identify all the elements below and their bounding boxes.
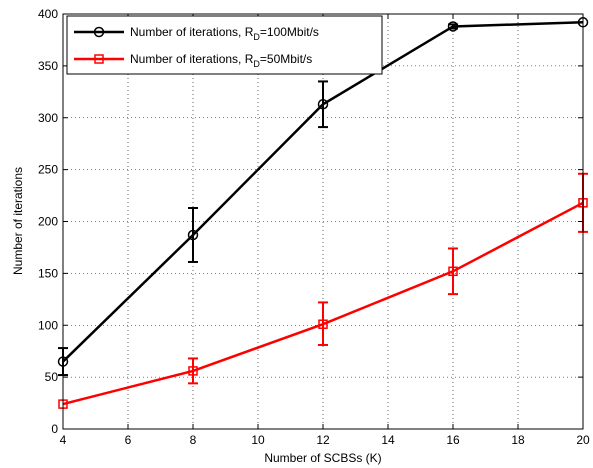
x-tick-label: 8 (190, 433, 197, 447)
legend-label-50-tail: =50Mbit/s (260, 52, 312, 66)
data-point (317, 99, 329, 110)
x-tick-label: 18 (511, 433, 525, 447)
x-tick-label: 12 (316, 433, 330, 447)
y-axis-label: Number of iterations (11, 167, 25, 275)
y-tick-label: 250 (38, 163, 58, 177)
x-tick-label: 16 (446, 433, 460, 447)
x-tick-label: 20 (576, 433, 590, 447)
legend-label-100-main: Number of iterations, R (130, 25, 254, 39)
y-tick-label: 100 (38, 318, 58, 332)
y-tick-label: 300 (38, 111, 58, 125)
legend-circle-marker-icon (93, 26, 105, 38)
x-axis-label: Number of SCBSs (K) (264, 451, 381, 465)
legend: Number of iterations, RD=100Mbit/s Numbe… (66, 15, 383, 75)
x-tick-label: 10 (251, 433, 265, 447)
legend-box (66, 15, 383, 75)
data-point (187, 229, 199, 241)
legend-label-50-sub: D (253, 59, 260, 69)
y-tick-label: 150 (38, 266, 58, 280)
legend-label-50-main: Number of iterations, R (130, 52, 254, 66)
y-tick-label: 400 (38, 7, 58, 21)
y-tick-label: 0 (51, 422, 58, 436)
legend-label-100: Number of iterations, RD=100Mbit/s (130, 25, 319, 42)
x-tick-label: 6 (125, 433, 132, 447)
data-point (188, 366, 198, 376)
y-tick-label: 200 (38, 215, 58, 229)
data-point (448, 266, 458, 277)
y-tick-label: 350 (38, 59, 58, 73)
data-point (318, 319, 328, 329)
legend-label-100-tail: =100Mbit/s (260, 25, 319, 39)
data-point (447, 21, 459, 32)
y-tick-label: 50 (45, 370, 59, 384)
x-tick-label: 4 (60, 433, 67, 447)
legend-label-50: Number of iterations, RD=50Mbit/s (130, 52, 312, 69)
legend-square-marker-icon (94, 54, 104, 64)
x-tick-label: 14 (381, 433, 395, 447)
legend-label-100-sub: D (253, 32, 260, 42)
